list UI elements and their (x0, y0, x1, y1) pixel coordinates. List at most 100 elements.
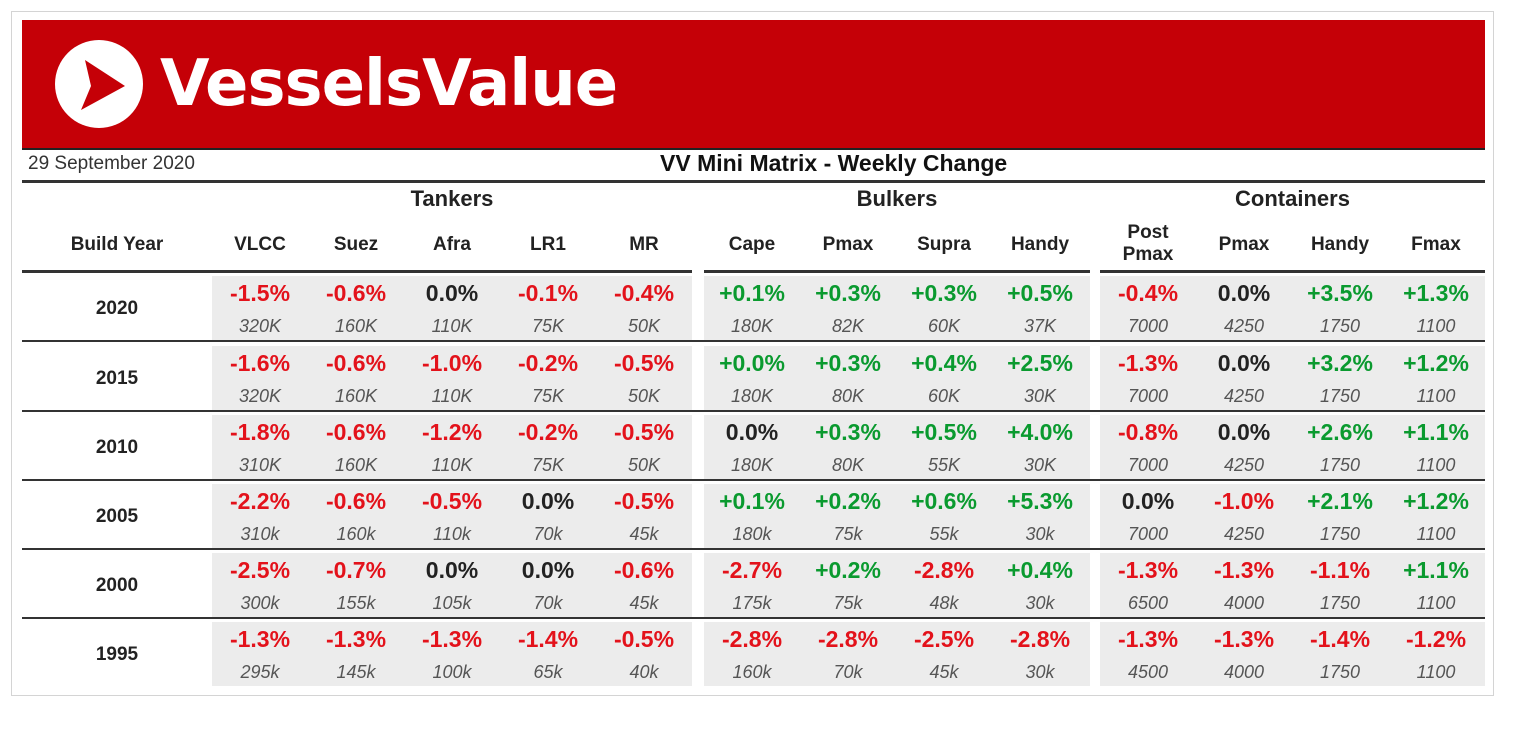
weekly-change-value: -1.0% (1213, 488, 1275, 514)
weekly-change-value: -1.4% (517, 626, 579, 652)
vessel-size: 145k (336, 662, 376, 682)
build-year: 2015 (95, 368, 139, 389)
build-year: 2000 (95, 575, 139, 596)
weekly-change-value: -1.6% (229, 350, 291, 376)
column-header: Pmax (1218, 234, 1270, 255)
weekly-change-value: -2.8% (913, 557, 975, 583)
row-divider (22, 410, 1485, 412)
weekly-change-value: -1.3% (1213, 557, 1275, 583)
weekly-change-value: -2.5% (913, 626, 975, 652)
vessel-size: 300k (240, 593, 280, 613)
vessel-size: 55k (929, 524, 959, 544)
cell-background (212, 276, 692, 340)
weekly-change-value: -1.2% (421, 419, 483, 445)
cell-background (212, 346, 692, 410)
weekly-change-value: -0.6% (325, 280, 387, 306)
cell-background (704, 346, 1090, 410)
weekly-change-value: -2.5% (229, 557, 291, 583)
vessel-size: 310k (240, 524, 280, 544)
weekly-change-value: -0.7% (325, 557, 387, 583)
weekly-change-value: 0.0% (1217, 419, 1271, 445)
weekly-change-value: -1.0% (421, 350, 483, 376)
vessel-size: 1750 (1319, 662, 1361, 682)
vessel-size: 75K (531, 316, 565, 336)
vessel-size: 45k (929, 662, 959, 682)
vessel-size: 1100 (1416, 662, 1456, 682)
cell-background (704, 415, 1090, 479)
weekly-change-value: +3.2% (1307, 350, 1373, 376)
weekly-change-value: 0.0% (521, 488, 575, 514)
weekly-change-value: +1.2% (1403, 488, 1469, 514)
cell-background (212, 553, 692, 617)
build-year-header: Build Year (70, 234, 164, 255)
row-divider (22, 548, 1485, 550)
header-divider (212, 270, 692, 273)
weekly-change-value: -1.3% (1213, 626, 1275, 652)
cell-background (1100, 622, 1485, 686)
vessel-size: 75K (531, 455, 565, 475)
vessel-size: 180K (730, 386, 774, 406)
column-header: Pmax (822, 234, 874, 255)
vessel-size: 110K (431, 386, 473, 406)
row-divider (22, 340, 1485, 342)
weekly-change-value: +2.6% (1307, 419, 1373, 445)
vessel-size: 180K (730, 455, 774, 475)
vessel-size: 1100 (1416, 524, 1456, 544)
weekly-change-value: -1.3% (1117, 350, 1179, 376)
vessel-size: 110k (433, 524, 471, 544)
vessel-size: 4000 (1223, 593, 1265, 613)
weekly-change-value: -0.2% (517, 350, 579, 376)
weekly-change-value: -0.8% (1117, 419, 1179, 445)
vessel-size: 75K (531, 386, 565, 406)
cell-background (1100, 346, 1485, 410)
group-header-bulkers: Bulkers (856, 186, 938, 211)
vessel-size: 30K (1023, 455, 1057, 475)
weekly-change-value: -0.5% (613, 350, 675, 376)
cell-background (1100, 415, 1485, 479)
vessel-size: 30k (1025, 524, 1055, 544)
weekly-change-value: -0.5% (613, 419, 675, 445)
vessel-size: 180K (730, 316, 774, 336)
cell-background (704, 622, 1090, 686)
column-header: Suez (333, 234, 379, 255)
vessel-size: 75k (833, 593, 863, 613)
vessel-size: 1750 (1319, 593, 1361, 613)
weekly-change-value: +4.0% (1007, 419, 1073, 445)
column-header: Cape (728, 234, 776, 255)
vessel-size: 160k (336, 524, 376, 544)
vessel-size: 70k (533, 524, 563, 544)
weekly-change-value: -1.1% (1309, 557, 1371, 583)
weekly-change-value: +0.0% (719, 350, 785, 376)
weekly-change-value: -1.3% (229, 626, 291, 652)
vessel-size: 45k (629, 524, 659, 544)
cell-background (1100, 276, 1485, 340)
weekly-change-value: -2.8% (817, 626, 879, 652)
vessel-size: 110K (431, 316, 473, 336)
cell-background (212, 622, 692, 686)
vesselsvalue-logo-icon (55, 40, 143, 128)
weekly-change-value: -1.5% (229, 280, 291, 306)
vessel-size: 40k (629, 662, 659, 682)
vessel-size: 7000 (1127, 455, 1169, 475)
weekly-change-value: -2.8% (721, 626, 783, 652)
vessel-size: 4000 (1223, 662, 1265, 682)
vessel-size: 4500 (1127, 662, 1169, 682)
vessel-size: 180k (732, 524, 772, 544)
vessel-size: 50K (627, 455, 661, 475)
vessel-size: 4250 (1223, 455, 1265, 475)
weekly-change-value: +0.5% (1007, 280, 1073, 306)
vessel-size: 7000 (1127, 524, 1169, 544)
vessel-size: 1750 (1319, 386, 1361, 406)
weekly-change-value: -0.5% (613, 626, 675, 652)
weekly-change-value: +0.3% (911, 280, 977, 306)
weekly-change-value: -1.4% (1309, 626, 1371, 652)
vessel-size: 7000 (1127, 316, 1169, 336)
weekly-change-value: +0.2% (815, 557, 881, 583)
vessel-size: 1100 (1416, 316, 1456, 336)
weekly-change-value: 0.0% (521, 557, 575, 583)
weekly-change-value: -0.6% (325, 488, 387, 514)
weekly-change-value: -2.2% (229, 488, 291, 514)
vessel-size: 295k (240, 662, 280, 682)
vessel-size: 65k (533, 662, 563, 682)
weekly-change-value: +1.1% (1403, 419, 1469, 445)
